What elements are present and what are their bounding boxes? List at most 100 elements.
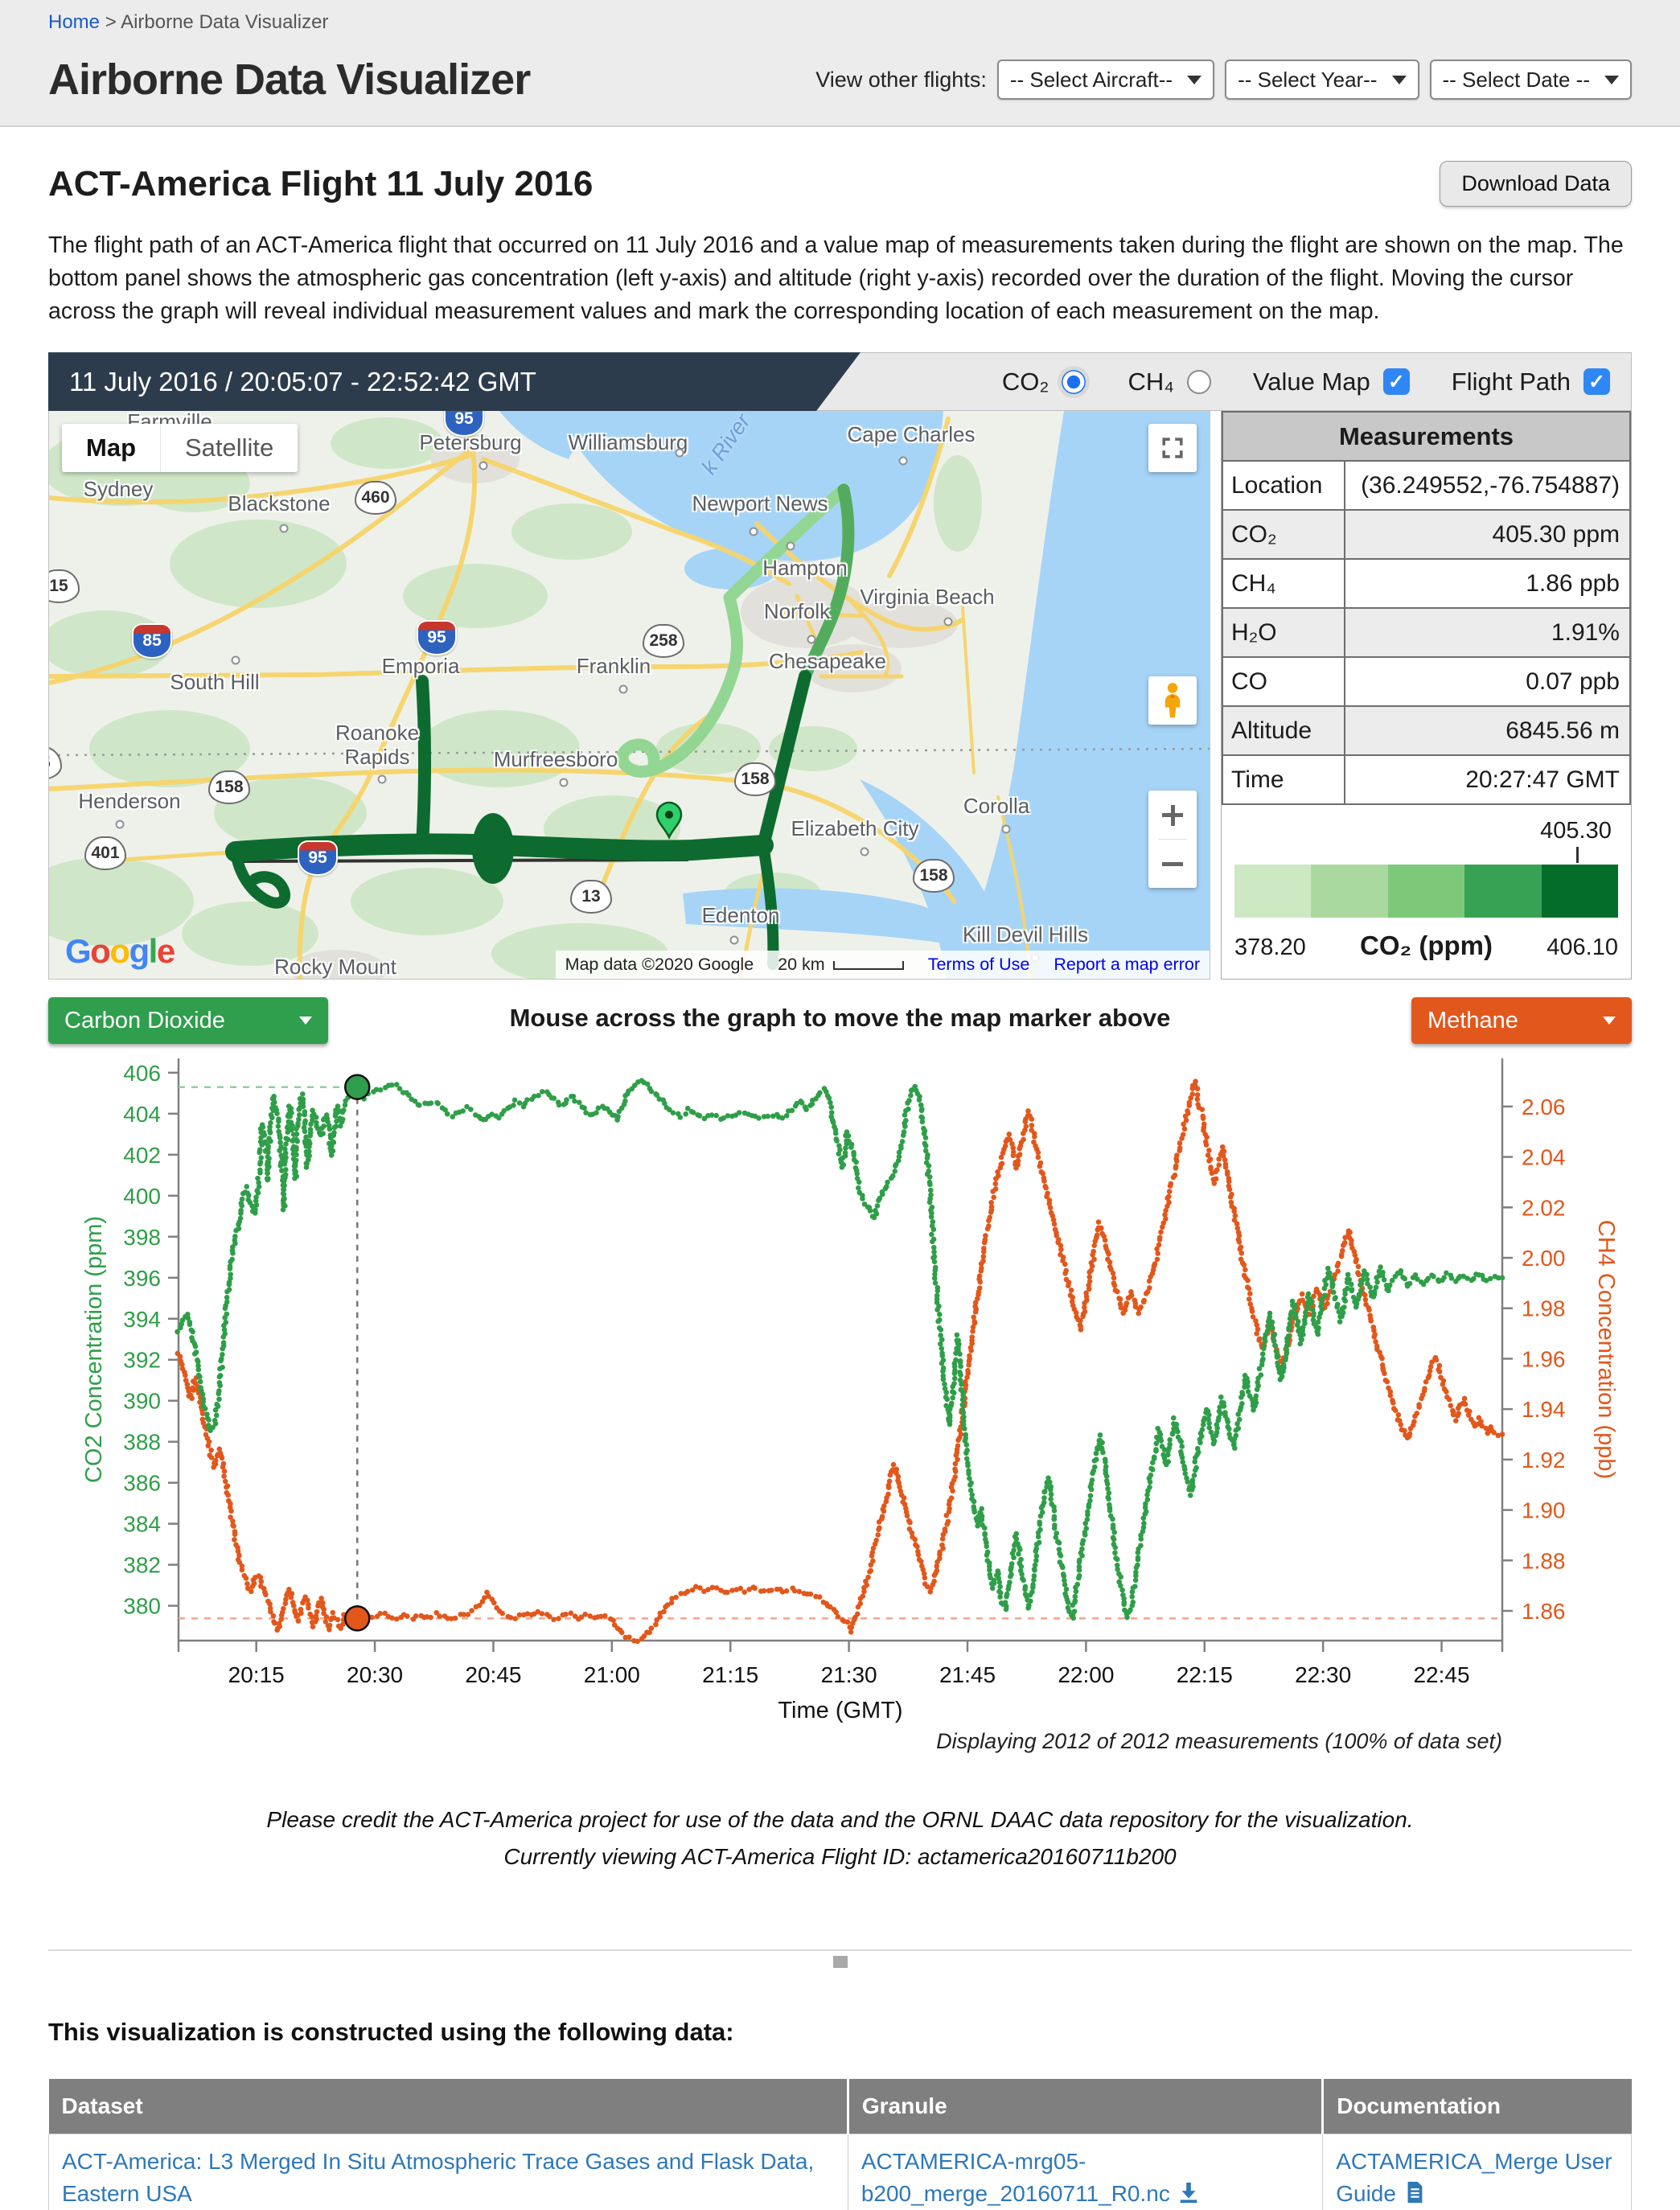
zoom-in-button[interactable] xyxy=(1148,791,1197,839)
map-layer-controls: CO₂ CH₄ Value Map Flight Path xyxy=(1002,353,1631,410)
breadcrumb-current: Airborne Data Visualizer xyxy=(121,11,329,33)
svg-text:1.98: 1.98 xyxy=(1522,1296,1566,1321)
data-table-header-documentation: Documentation xyxy=(1322,2079,1632,2134)
data-table-row: ACT-America: L3 Merged In Situ Atmospher… xyxy=(48,2134,1632,2210)
view-flights-label: View other flights: xyxy=(815,67,987,92)
flight-select[interactable]: -- Select Year-- xyxy=(1225,60,1419,100)
svg-text:21:00: 21:00 xyxy=(584,1662,640,1687)
co2-color-legend: 405.30 378.20 CO₂ (ppm) 406.10 xyxy=(1222,805,1631,980)
zoom-out-button[interactable] xyxy=(1148,840,1197,888)
svg-text:1.88: 1.88 xyxy=(1522,1548,1566,1573)
page-title: Airborne Data Visualizer xyxy=(48,55,531,104)
svg-text:402: 402 xyxy=(123,1143,161,1168)
svg-text:20:15: 20:15 xyxy=(228,1662,285,1687)
svg-text:388: 388 xyxy=(123,1430,161,1455)
svg-text:2.06: 2.06 xyxy=(1522,1095,1566,1119)
svg-text:CH4 Concentration (ppb): CH4 Concentration (ppb) xyxy=(1593,1220,1619,1479)
data-table-link[interactable]: ACTAMERICA_Merge User Guide xyxy=(1336,2149,1612,2206)
data-section-heading: This visualization is constructed using … xyxy=(48,2018,734,2047)
svg-text:396: 396 xyxy=(123,1266,161,1291)
toggle-flight-path[interactable]: Flight Path xyxy=(1452,368,1610,396)
legend-max: 406.10 xyxy=(1547,935,1618,961)
map-water xyxy=(499,411,1210,980)
google-map[interactable]: Farmville Petersburg Williamsburg Cape Char… xyxy=(48,411,1210,980)
map-header-bar: 11 July 2016 / 20:05:07 - 22:52:42 GMT C… xyxy=(48,352,1632,412)
svg-text:Displaying 2012 of 2012 measur: Displaying 2012 of 2012 measurements (10… xyxy=(936,1729,1502,1753)
right-gas-select[interactable]: Methane xyxy=(1411,997,1632,1045)
svg-text:21:30: 21:30 xyxy=(821,1662,877,1687)
download-data-button[interactable]: Download Data xyxy=(1440,161,1632,207)
pegman-control[interactable] xyxy=(1148,676,1197,725)
measurement-row: Time 20:27:47 GMT xyxy=(1222,754,1631,806)
divider-handle[interactable] xyxy=(832,1956,848,1969)
measurements-table: Measurements Location (36.249552,-76.7548… xyxy=(1222,411,1631,806)
svg-text:394: 394 xyxy=(123,1307,161,1332)
svg-text:22:30: 22:30 xyxy=(1295,1662,1351,1687)
legend-swatch xyxy=(1541,865,1619,918)
svg-text:1.94: 1.94 xyxy=(1522,1397,1566,1422)
legend-pointer-value: 405.30 xyxy=(1540,818,1612,844)
chevron-down-icon xyxy=(299,1017,312,1025)
flight-select[interactable]: -- Select Aircraft-- xyxy=(996,60,1215,100)
svg-text:1.90: 1.90 xyxy=(1522,1498,1566,1523)
svg-text:404: 404 xyxy=(123,1102,161,1127)
svg-text:1.86: 1.86 xyxy=(1522,1599,1566,1624)
svg-text:22:45: 22:45 xyxy=(1413,1662,1469,1687)
breadcrumb: Home > Airborne Data Visualizer xyxy=(48,11,1632,34)
left-gas-select[interactable]: Carbon Dioxide xyxy=(48,997,328,1045)
map-type-button[interactable]: Map xyxy=(62,424,160,473)
legend-min: 378.20 xyxy=(1234,935,1306,961)
svg-text:22:15: 22:15 xyxy=(1177,1662,1233,1687)
svg-text:2.00: 2.00 xyxy=(1522,1246,1566,1271)
flight-selects: -- Select Aircraft-- -- Select Year-- -- S… xyxy=(987,60,1632,100)
svg-text:21:15: 21:15 xyxy=(702,1662,758,1687)
section-divider xyxy=(48,1949,1632,1952)
credit-text: Please credit the ACT-America project fo… xyxy=(266,1807,1414,1870)
terms-of-use-link[interactable]: Terms of Use xyxy=(927,955,1030,975)
google-logo[interactable]: Google xyxy=(65,932,175,971)
svg-text:392: 392 xyxy=(123,1348,161,1373)
svg-text:2.04: 2.04 xyxy=(1522,1145,1566,1170)
svg-text:20:45: 20:45 xyxy=(465,1662,521,1687)
flight-title: ACT-America Flight 11 July 2016 xyxy=(48,163,594,203)
svg-text:Time (GMT): Time (GMT) xyxy=(778,1698,902,1723)
measurements-panel: Measurements Location (36.249552,-76.7548… xyxy=(1221,411,1632,980)
svg-text:384: 384 xyxy=(123,1512,161,1537)
svg-text:386: 386 xyxy=(123,1471,161,1496)
chart-title: Mouse across the graph to move the map m… xyxy=(509,1004,1171,1033)
measurement-row: CH₄ 1.86 ppb xyxy=(1222,558,1631,610)
main-content: ACT-America Flight 11 July 2016 Download… xyxy=(0,161,1680,2210)
svg-text:382: 382 xyxy=(123,1553,161,1578)
gas-radio-CH₄[interactable]: CH₄ xyxy=(1128,368,1211,396)
data-table-link[interactable]: ACT-America: L3 Merged In Situ Atmospher… xyxy=(62,2149,815,2206)
radio-icon[interactable] xyxy=(1186,369,1211,394)
svg-text:22:00: 22:00 xyxy=(1058,1662,1114,1687)
data-table-link[interactable]: ACTAMERICA-mrg05-b200_merge_20160711_R0.… xyxy=(861,2149,1170,2206)
chevron-down-icon xyxy=(1604,75,1619,84)
satellite-type-button[interactable]: Satellite xyxy=(160,424,298,473)
pegman-icon xyxy=(1164,683,1181,718)
fullscreen-button[interactable] xyxy=(1148,424,1197,473)
svg-text:21:45: 21:45 xyxy=(939,1662,996,1687)
svg-text:2.02: 2.02 xyxy=(1522,1195,1566,1220)
map-scale: 20 km xyxy=(778,955,904,975)
flight-select[interactable]: -- Select Date -- xyxy=(1429,60,1632,100)
gas-radio-CO₂[interactable]: CO₂ xyxy=(1002,365,1091,398)
chevron-down-icon xyxy=(1187,75,1202,84)
radio-icon[interactable] xyxy=(1058,365,1091,398)
toggle-value-map[interactable]: Value Map xyxy=(1253,368,1410,396)
report-map-error-link[interactable]: Report a map error xyxy=(1054,955,1200,975)
map-data-credit: Map data ©2020 Google xyxy=(565,955,754,975)
checkbox-icon[interactable] xyxy=(1583,368,1610,396)
svg-text:390: 390 xyxy=(123,1389,161,1414)
legend-swatch xyxy=(1234,865,1312,918)
flight-datetime: 11 July 2016 / 20:05:07 - 22:52:42 GMT xyxy=(48,352,861,411)
flight-description: The flight path of an ACT-America flight… xyxy=(48,232,1624,325)
chevron-down-icon xyxy=(1391,75,1407,84)
map-roads xyxy=(49,411,1032,980)
checkbox-icon[interactable] xyxy=(1382,368,1410,396)
legend-title: CO₂ (ppm) xyxy=(1360,930,1493,961)
legend-swatch xyxy=(1464,865,1542,918)
scatter-chart[interactable]: 380 382 384 386 388 390 392 394 396 398 400 402 404 4… xyxy=(48,1052,1632,1760)
home-link[interactable]: Home xyxy=(48,11,101,33)
